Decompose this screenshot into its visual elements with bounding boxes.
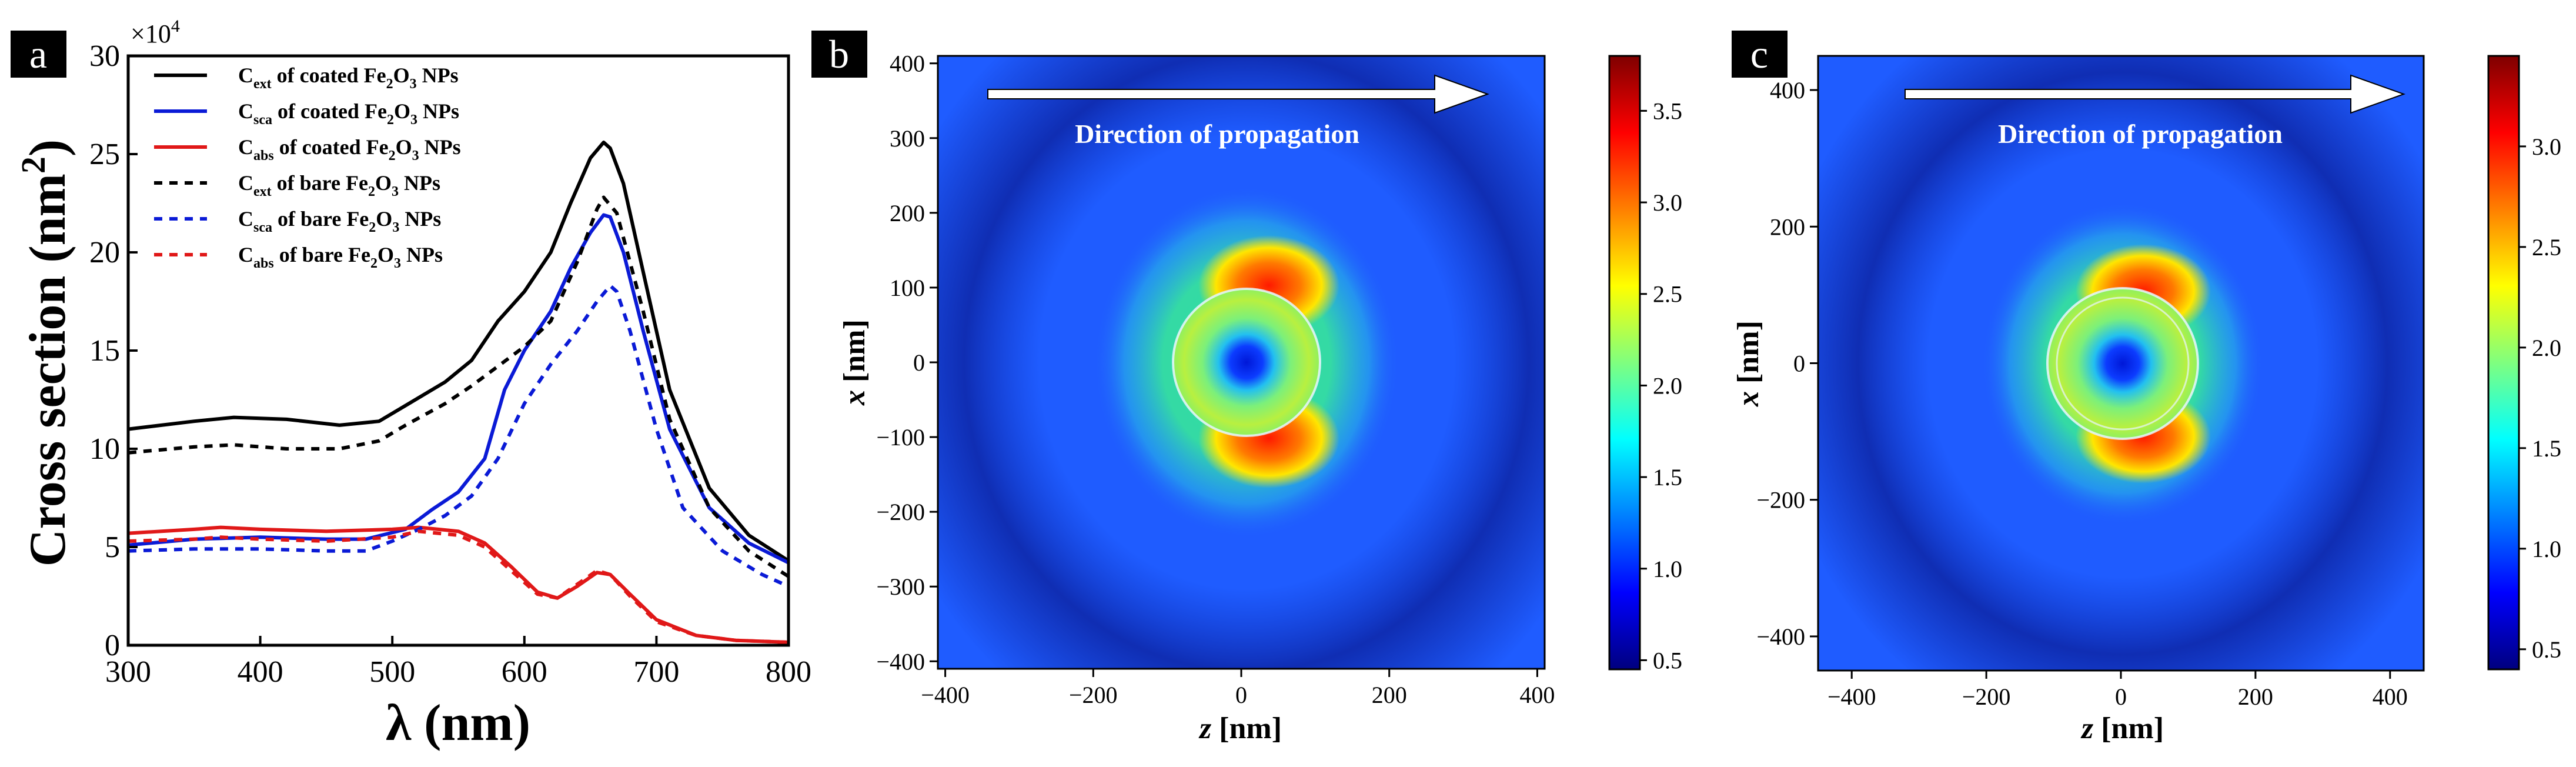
x-tick-label-2: 500 (369, 655, 415, 689)
series-line-5 (128, 529, 789, 644)
heatmap-b-ticks: −400 −200 0 200 400 −400 −300 −200 −100 0 100 200 30… (876, 51, 1555, 708)
y-tick-label-1: 5 (105, 531, 120, 564)
b-y-tick-label-5: 100 (890, 275, 925, 301)
c-x-tick-label-3: 200 (2238, 683, 2273, 710)
heatmap-b (938, 56, 1545, 669)
b-x-tick-label-4: 400 (1519, 682, 1555, 708)
panel-label-c-box (1732, 31, 1788, 78)
b-cbar-label-0: 0.5 (1653, 647, 1682, 673)
legend: Cext of coated Fe2O3 NPs Csca of coated F… (154, 64, 461, 271)
panel-a: a 300 400 500 600 700 800 0 5 10 15 20 25 30 ×104 Cr… (11, 16, 811, 752)
b-cbar-label-3: 2.0 (1653, 372, 1682, 399)
heatmap-c (1818, 56, 2424, 671)
b-y-tick-label-7: 300 (890, 125, 925, 152)
y-tick-label-4: 20 (89, 236, 120, 269)
b-cbar-label-2: 1.5 (1653, 464, 1682, 491)
x-tick-label-1: 400 (238, 655, 283, 689)
series-line-1 (128, 213, 790, 565)
c-cbar-label-0: 0.5 (2532, 636, 2561, 663)
x-axis-label-c: z [nm] (2080, 712, 2164, 745)
panel-label-b: b (829, 32, 849, 76)
propagation-label-b: Direction of propagation (1075, 119, 1359, 149)
y-multiplier: ×104 (131, 16, 180, 48)
b-y-tick-label-2: −200 (876, 499, 925, 525)
colorbar-c-ticks: 0.5 1.0 1.5 2.0 2.5 3.0 (2519, 134, 2561, 663)
c-y-tick-label-4: 400 (1770, 77, 1805, 104)
panel-label-b-box (811, 31, 867, 78)
b-cbar-label-5: 3.0 (1653, 189, 1682, 216)
c-cbar-label-2: 1.5 (2532, 435, 2561, 462)
b-x-tick-label-3: 200 (1372, 682, 1407, 708)
legend-entry-0: Cext of coated Fe2O3 NPs (238, 64, 459, 92)
propagation-label-c: Direction of propagation (1998, 119, 2283, 149)
c-x-tick-label-1: −200 (1962, 683, 2011, 710)
b-cbar-label-6: 3.5 (1653, 98, 1682, 124)
colorbar-b-ticks: 0.5 1.0 1.5 2.0 2.5 3.0 3.5 (1640, 98, 1682, 673)
c-x-tick-label-2: 0 (2115, 683, 2127, 710)
y-tick-label-0: 0 (105, 629, 120, 662)
c-cbar-label-5: 3.0 (2532, 134, 2561, 160)
x-axis-label: λ (nm) (386, 695, 530, 752)
b-y-tick-label-0: −400 (876, 648, 925, 675)
propagation-arrow-b (987, 74, 1489, 114)
legend-entry-3: Cext of bare Fe2O3 NPs (238, 171, 440, 199)
b-y-tick-label-1: −300 (876, 573, 925, 600)
c-x-tick-label-4: 400 (2373, 683, 2408, 710)
y-tick-label-3: 15 (89, 334, 120, 368)
panel-a-ticks: 300 400 500 600 700 800 0 5 10 15 20 25 30 (89, 39, 811, 689)
b-y-tick-label-6: 200 (890, 200, 925, 226)
b-cbar-label-4: 2.5 (1653, 281, 1682, 308)
panel-a-lines (128, 141, 790, 644)
c-y-tick-label-2: 0 (1793, 351, 1805, 377)
b-x-tick-label-1: −200 (1069, 682, 1118, 708)
y-axis-label: Cross section (nm2) (14, 139, 76, 566)
series-line-3 (128, 195, 790, 578)
x-tick-label-5: 800 (766, 655, 811, 689)
y-tick-label-2: 10 (89, 432, 120, 466)
b-y-tick-label-3: −100 (876, 424, 925, 451)
b-x-tick-label-0: −400 (921, 682, 970, 708)
panel-label-c: c (1750, 32, 1768, 76)
c-y-tick-label-0: −400 (1756, 623, 1805, 650)
series-line-2 (128, 525, 789, 644)
legend-entry-2: Cabs of coated Fe2O3 NPs (238, 135, 461, 164)
legend-entry-4: Csca of bare Fe2O3 NPs (238, 207, 441, 235)
panel-b: b −400 −200 0 200 400 −400 −300 −200 −100 0 100 200… (811, 31, 1682, 745)
c-cbar-label-3: 2.0 (2532, 335, 2561, 361)
c-x-tick-label-0: −400 (1827, 683, 1876, 710)
panel-c: c −400 −200 0 200 400 −400 −200 0 200 400 Directi… (1732, 31, 2561, 745)
panel-label-a: a (29, 32, 47, 76)
colorbar-c (2487, 55, 2520, 671)
x-axis-label-b: z [nm] (1198, 712, 1282, 745)
legend-entry-5: Cabs of bare Fe2O3 NPs (238, 243, 443, 271)
x-tick-label-0: 300 (105, 655, 151, 689)
b-x-tick-label-2: 0 (1235, 682, 1247, 708)
legend-entry-1: Csca of coated Fe2O3 NPs (238, 99, 459, 128)
c-cbar-label-4: 2.5 (2532, 234, 2561, 261)
series-line-4 (128, 284, 790, 588)
colorbar-b (1608, 55, 1641, 671)
heatmap-c-ticks: −400 −200 0 200 400 −400 −200 0 200 400 (1756, 77, 2407, 710)
panel-label-a-box (11, 31, 66, 78)
x-tick-label-4: 700 (633, 655, 679, 689)
y-tick-label-5: 25 (89, 138, 120, 171)
b-y-tick-label-4: 0 (913, 349, 925, 376)
b-y-tick-label-8: 400 (890, 51, 925, 77)
y-axis-label-b: x [nm] (838, 319, 871, 406)
propagation-arrow-c (1905, 74, 2405, 114)
b-cbar-label-1: 1.0 (1653, 556, 1682, 582)
c-y-tick-label-3: 200 (1770, 214, 1805, 240)
c-y-tick-label-1: −200 (1756, 487, 1805, 513)
x-tick-label-3: 600 (502, 655, 547, 689)
series-line-0 (128, 141, 790, 562)
y-tick-label-6: 30 (89, 39, 120, 73)
y-axis-label-c: x [nm] (1732, 321, 1765, 407)
c-cbar-label-1: 1.0 (2532, 536, 2561, 562)
